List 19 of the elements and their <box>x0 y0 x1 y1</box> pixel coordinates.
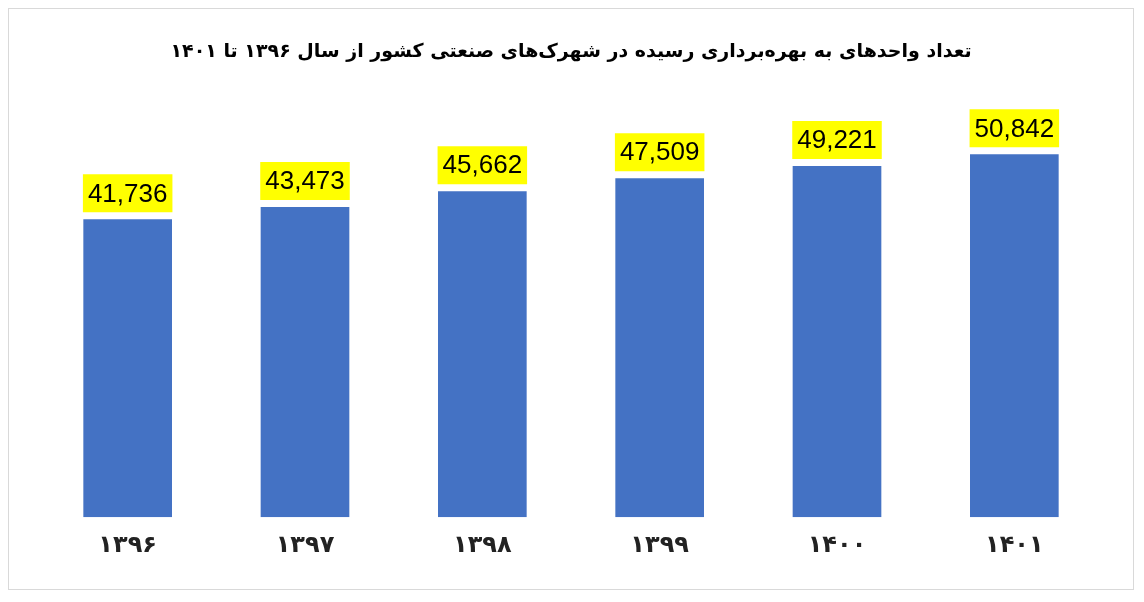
data-label: 45,662 <box>442 149 523 180</box>
x-tick-label: ۱۳۹۹ <box>630 529 690 558</box>
data-label: 50,842 <box>974 112 1055 143</box>
data-label: 43,473 <box>265 165 345 196</box>
bar <box>970 154 1059 518</box>
data-label: 49,221 <box>797 124 877 155</box>
x-tick-label: ۱۳۹۸ <box>453 529 512 558</box>
bar <box>792 165 882 518</box>
chart-title: تعداد واحدهای به بهره‌برداری رسیده در شهرک‌های صنعتی کشور از سال ۱۳۹۶ تا ۱۴۰۱ <box>169 39 973 61</box>
bar <box>260 206 350 518</box>
x-tick-label: ۱۳۹۶ <box>98 529 157 558</box>
x-tick-label: ۱۴۰۱ <box>985 529 1044 558</box>
x-tick-label: ۱۳۹۷ <box>275 529 335 558</box>
bar <box>438 191 527 518</box>
x-tick-label: ۱۴۰۰ <box>807 529 867 558</box>
data-label: 41,736 <box>87 177 168 208</box>
bar <box>615 178 704 518</box>
data-label: 47,509 <box>619 136 700 167</box>
bar <box>83 219 172 518</box>
